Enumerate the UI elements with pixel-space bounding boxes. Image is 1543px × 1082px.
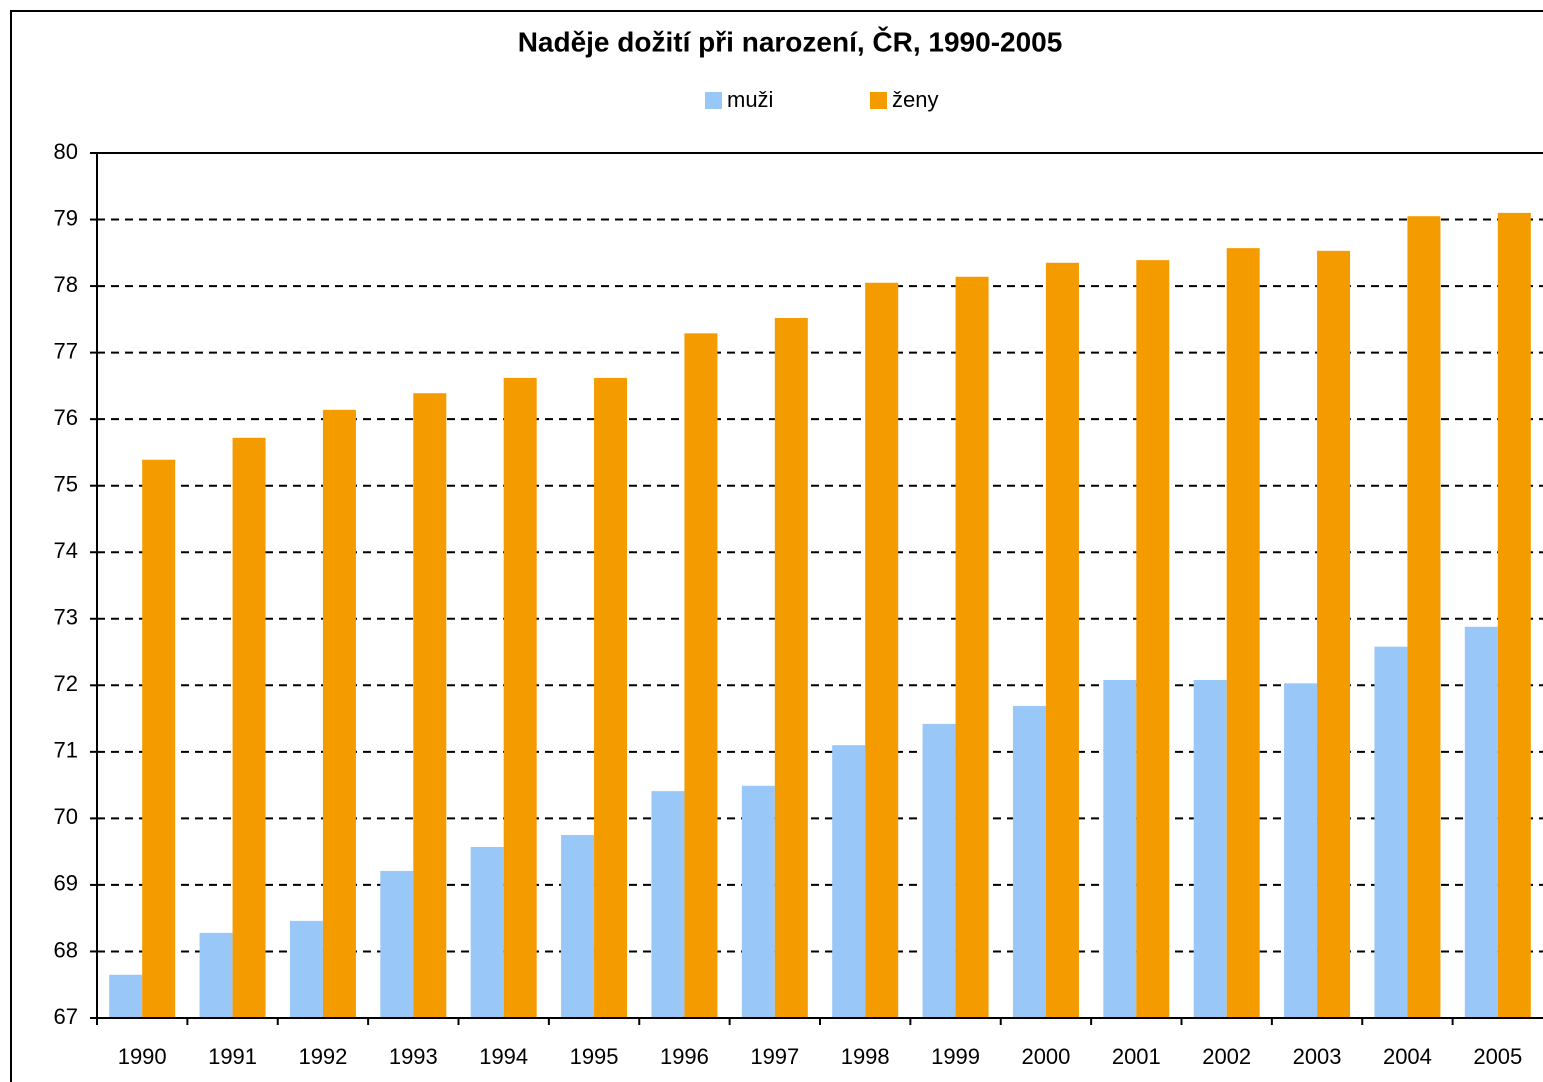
- bar: [109, 974, 143, 1018]
- bar: [955, 276, 989, 1018]
- y-tick-label: 73: [54, 605, 78, 630]
- bar: [741, 785, 775, 1018]
- bar: [289, 920, 323, 1018]
- x-tick-label: 1997: [750, 1044, 799, 1069]
- bar: [865, 282, 899, 1018]
- legend-label: muži: [727, 87, 773, 112]
- y-tick-label: 74: [54, 538, 78, 563]
- bar: [594, 377, 628, 1018]
- y-tick-label: 78: [54, 272, 78, 297]
- y-tick-label: 75: [54, 472, 78, 497]
- x-tick-label: 1999: [931, 1044, 980, 1069]
- y-tick-label: 76: [54, 405, 78, 430]
- bar: [1226, 248, 1260, 1018]
- bar: [774, 318, 808, 1018]
- bar: [199, 932, 233, 1018]
- bar: [1136, 260, 1170, 1018]
- legend-label: ženy: [892, 87, 938, 112]
- x-tick-label: 1996: [660, 1044, 709, 1069]
- bar: [322, 409, 356, 1018]
- bar: [1374, 646, 1408, 1018]
- bar: [1193, 679, 1227, 1018]
- bar: [1284, 683, 1318, 1018]
- bar: [1317, 250, 1351, 1019]
- bar: [1045, 262, 1079, 1018]
- x-tick-label: 1991: [208, 1044, 257, 1069]
- y-tick-label: 72: [54, 671, 78, 696]
- legend-swatch: [870, 92, 887, 109]
- x-tick-label: 2000: [1021, 1044, 1070, 1069]
- bar: [651, 791, 685, 1018]
- bar: [142, 459, 176, 1018]
- y-tick-label: 77: [54, 338, 78, 363]
- x-tick-label: 1995: [570, 1044, 619, 1069]
- y-tick-label: 68: [54, 937, 78, 962]
- bar: [832, 745, 866, 1018]
- y-tick-label: 79: [54, 205, 78, 230]
- bar: [1464, 626, 1498, 1018]
- bar: [922, 723, 956, 1018]
- x-tick-label: 2004: [1383, 1044, 1432, 1069]
- bar: [232, 437, 266, 1018]
- y-tick-label: 70: [54, 804, 78, 829]
- legend-swatch: [705, 92, 722, 109]
- bar: [470, 846, 504, 1018]
- chart-title: Naděje dožití při narození, ČR, 1990-200…: [518, 25, 1063, 57]
- y-tick-label: 71: [54, 738, 78, 763]
- x-tick-label: 2001: [1112, 1044, 1161, 1069]
- bar: [413, 393, 447, 1018]
- bar: [380, 870, 414, 1018]
- bar: [503, 377, 537, 1018]
- bar: [1012, 705, 1046, 1018]
- x-tick-label: 2003: [1293, 1044, 1342, 1069]
- x-tick-label: 1992: [298, 1044, 347, 1069]
- bar: [1103, 679, 1137, 1018]
- x-tick-label: 1990: [118, 1044, 167, 1069]
- bar: [684, 333, 718, 1019]
- bar: [1497, 212, 1531, 1018]
- y-tick-label: 69: [54, 871, 78, 896]
- y-tick-label: 80: [54, 139, 78, 164]
- x-tick-label: 1998: [841, 1044, 890, 1069]
- bar: [561, 835, 595, 1018]
- x-tick-label: 2002: [1202, 1044, 1251, 1069]
- chart-frame: [10, 10, 1543, 1082]
- x-tick-label: 2005: [1473, 1044, 1522, 1069]
- bar: [1407, 216, 1441, 1018]
- x-tick-label: 1993: [389, 1044, 438, 1069]
- x-tick-label: 1994: [479, 1044, 528, 1069]
- y-tick-label: 67: [54, 1004, 78, 1029]
